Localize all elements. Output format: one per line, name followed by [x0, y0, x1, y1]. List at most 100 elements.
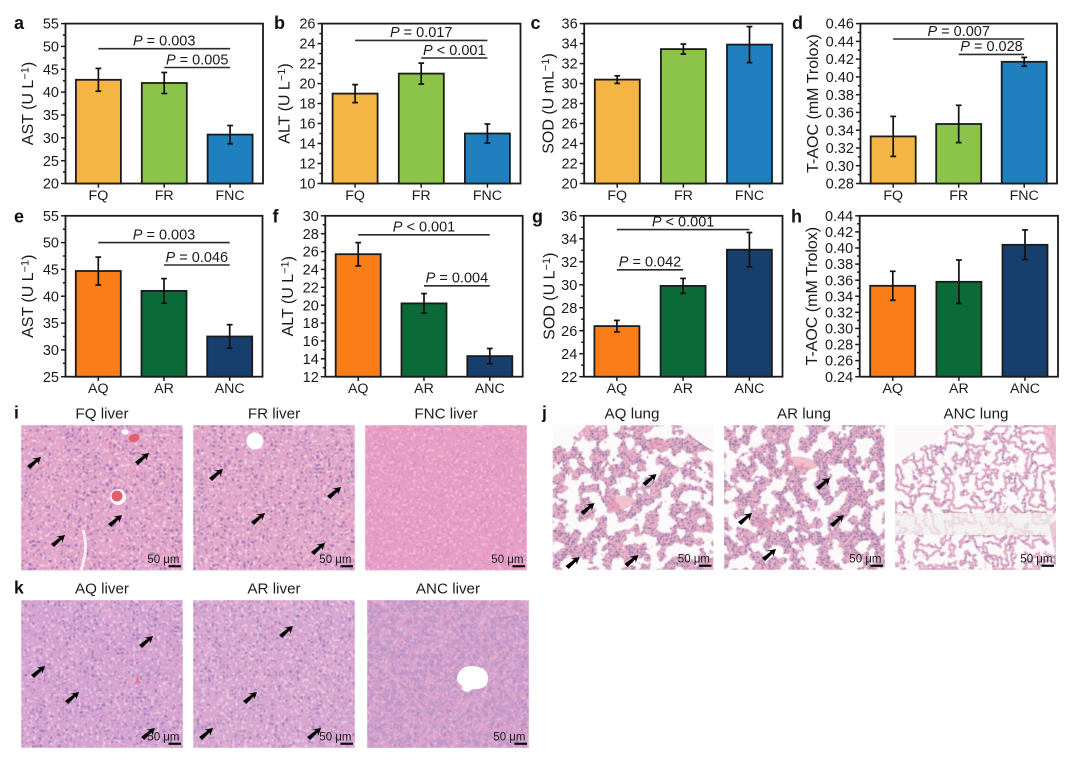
- svg-text:FQ: FQ: [345, 188, 365, 204]
- svg-text:55: 55: [43, 17, 59, 33]
- svg-text:FQ: FQ: [883, 188, 903, 204]
- svg-text:FNC: FNC: [735, 188, 764, 204]
- svg-text:14: 14: [299, 137, 315, 153]
- svg-text:0.40: 0.40: [826, 70, 854, 86]
- svg-text:AQ: AQ: [88, 381, 109, 397]
- svg-text:16: 16: [299, 117, 315, 133]
- svg-text:T-AOC (mM Trolox): T-AOC (mM Trolox): [804, 227, 821, 366]
- svg-text:18: 18: [299, 97, 315, 113]
- svg-text:24: 24: [561, 347, 577, 363]
- svg-text:P = 0.028: P = 0.028: [960, 39, 1022, 55]
- svg-text:50 μm: 50 μm: [491, 554, 523, 566]
- svg-text:P = 0.003: P = 0.003: [133, 227, 195, 243]
- svg-text:AQ: AQ: [348, 381, 369, 397]
- svg-text:30: 30: [43, 343, 59, 359]
- svg-text:P = 0.042: P = 0.042: [619, 255, 681, 271]
- svg-text:P = 0.007: P = 0.007: [927, 24, 989, 40]
- svg-text:0.24: 0.24: [825, 370, 853, 386]
- svg-text:AR: AR: [154, 381, 174, 397]
- svg-text:26: 26: [561, 324, 577, 340]
- svg-text:AR: AR: [673, 381, 693, 397]
- svg-text:32: 32: [562, 57, 578, 73]
- svg-text:FR: FR: [412, 188, 431, 204]
- svg-text:50 μm: 50 μm: [147, 554, 179, 566]
- svg-text:e: e: [14, 207, 24, 227]
- svg-text:36: 36: [561, 209, 577, 225]
- svg-text:50 μm: 50 μm: [849, 554, 881, 566]
- svg-text:FR: FR: [949, 188, 968, 204]
- svg-text:34: 34: [562, 37, 578, 53]
- svg-text:FR liver: FR liver: [248, 405, 300, 422]
- svg-text:ANC lung: ANC lung: [944, 405, 1009, 422]
- svg-text:0.34: 0.34: [826, 123, 854, 139]
- svg-text:AQ: AQ: [607, 381, 628, 397]
- svg-text:P = 0.005: P = 0.005: [166, 52, 228, 68]
- svg-text:P = 0.017: P = 0.017: [390, 25, 452, 41]
- svg-text:0.46: 0.46: [826, 17, 854, 33]
- svg-text:AR liver: AR liver: [247, 581, 300, 598]
- svg-text:24: 24: [299, 37, 315, 53]
- svg-text:20: 20: [562, 177, 578, 193]
- svg-text:28: 28: [562, 97, 578, 113]
- svg-text:0.28: 0.28: [826, 177, 854, 193]
- svg-text:40: 40: [43, 289, 59, 305]
- svg-text:h: h: [791, 207, 802, 227]
- svg-text:20: 20: [303, 298, 319, 314]
- svg-text:32: 32: [561, 255, 577, 271]
- svg-text:40: 40: [43, 85, 59, 101]
- svg-text:28: 28: [303, 227, 319, 243]
- svg-text:45: 45: [43, 263, 59, 279]
- svg-text:i: i: [14, 402, 19, 422]
- svg-text:SOD (U mL−1): SOD (U mL−1): [540, 53, 558, 154]
- svg-text:26: 26: [299, 17, 315, 33]
- svg-text:FNC: FNC: [473, 188, 502, 204]
- svg-text:30: 30: [303, 209, 319, 225]
- svg-text:SOD (U L−1): SOD (U L−1): [541, 253, 559, 340]
- svg-text:FNC: FNC: [1010, 188, 1039, 204]
- svg-text:P = 0.003: P = 0.003: [133, 34, 195, 50]
- svg-text:0.26: 0.26: [825, 354, 853, 370]
- svg-text:AST (U L−1): AST (U L−1): [20, 255, 38, 338]
- svg-text:FNC: FNC: [216, 188, 245, 204]
- svg-text:10: 10: [299, 177, 315, 193]
- svg-text:0.30: 0.30: [826, 159, 854, 175]
- svg-text:FR: FR: [674, 188, 693, 204]
- svg-text:FQ: FQ: [89, 188, 109, 204]
- svg-text:30: 30: [562, 77, 578, 93]
- svg-text:FQ: FQ: [607, 188, 627, 204]
- svg-text:20: 20: [299, 77, 315, 93]
- svg-text:0.34: 0.34: [825, 289, 853, 305]
- svg-text:ANC: ANC: [1010, 381, 1040, 397]
- svg-text:20: 20: [43, 177, 59, 193]
- svg-text:T-AOC (mM Trolox): T-AOC (mM Trolox): [805, 34, 822, 173]
- svg-text:ANC: ANC: [734, 381, 764, 397]
- svg-text:24: 24: [303, 263, 319, 279]
- svg-text:22: 22: [562, 157, 578, 173]
- svg-text:30: 30: [43, 131, 59, 147]
- svg-text:22: 22: [303, 280, 319, 296]
- svg-text:j: j: [541, 402, 547, 422]
- svg-text:35: 35: [43, 316, 59, 332]
- svg-text:AR: AR: [414, 381, 434, 397]
- svg-text:50 μm: 50 μm: [493, 732, 525, 744]
- svg-text:P < 0.001: P < 0.001: [393, 220, 455, 236]
- svg-text:P < 0.001: P < 0.001: [423, 43, 485, 59]
- svg-text:0.28: 0.28: [825, 338, 853, 354]
- svg-text:25: 25: [43, 154, 59, 170]
- svg-text:P = 0.046: P = 0.046: [166, 250, 228, 266]
- svg-text:0.44: 0.44: [825, 209, 853, 225]
- svg-text:50 μm: 50 μm: [678, 554, 710, 566]
- svg-text:0.30: 0.30: [825, 322, 853, 338]
- svg-text:26: 26: [303, 245, 319, 261]
- svg-text:24: 24: [562, 137, 578, 153]
- svg-text:22: 22: [299, 57, 315, 73]
- svg-text:FQ liver: FQ liver: [75, 405, 128, 422]
- svg-text:50 μm: 50 μm: [319, 732, 351, 744]
- svg-text:25: 25: [43, 370, 59, 386]
- svg-text:12: 12: [303, 370, 319, 386]
- svg-text:26: 26: [562, 117, 578, 133]
- svg-text:0.38: 0.38: [826, 88, 854, 104]
- svg-text:FNC liver: FNC liver: [414, 405, 477, 422]
- svg-text:0.36: 0.36: [826, 106, 854, 122]
- svg-text:50: 50: [43, 236, 59, 252]
